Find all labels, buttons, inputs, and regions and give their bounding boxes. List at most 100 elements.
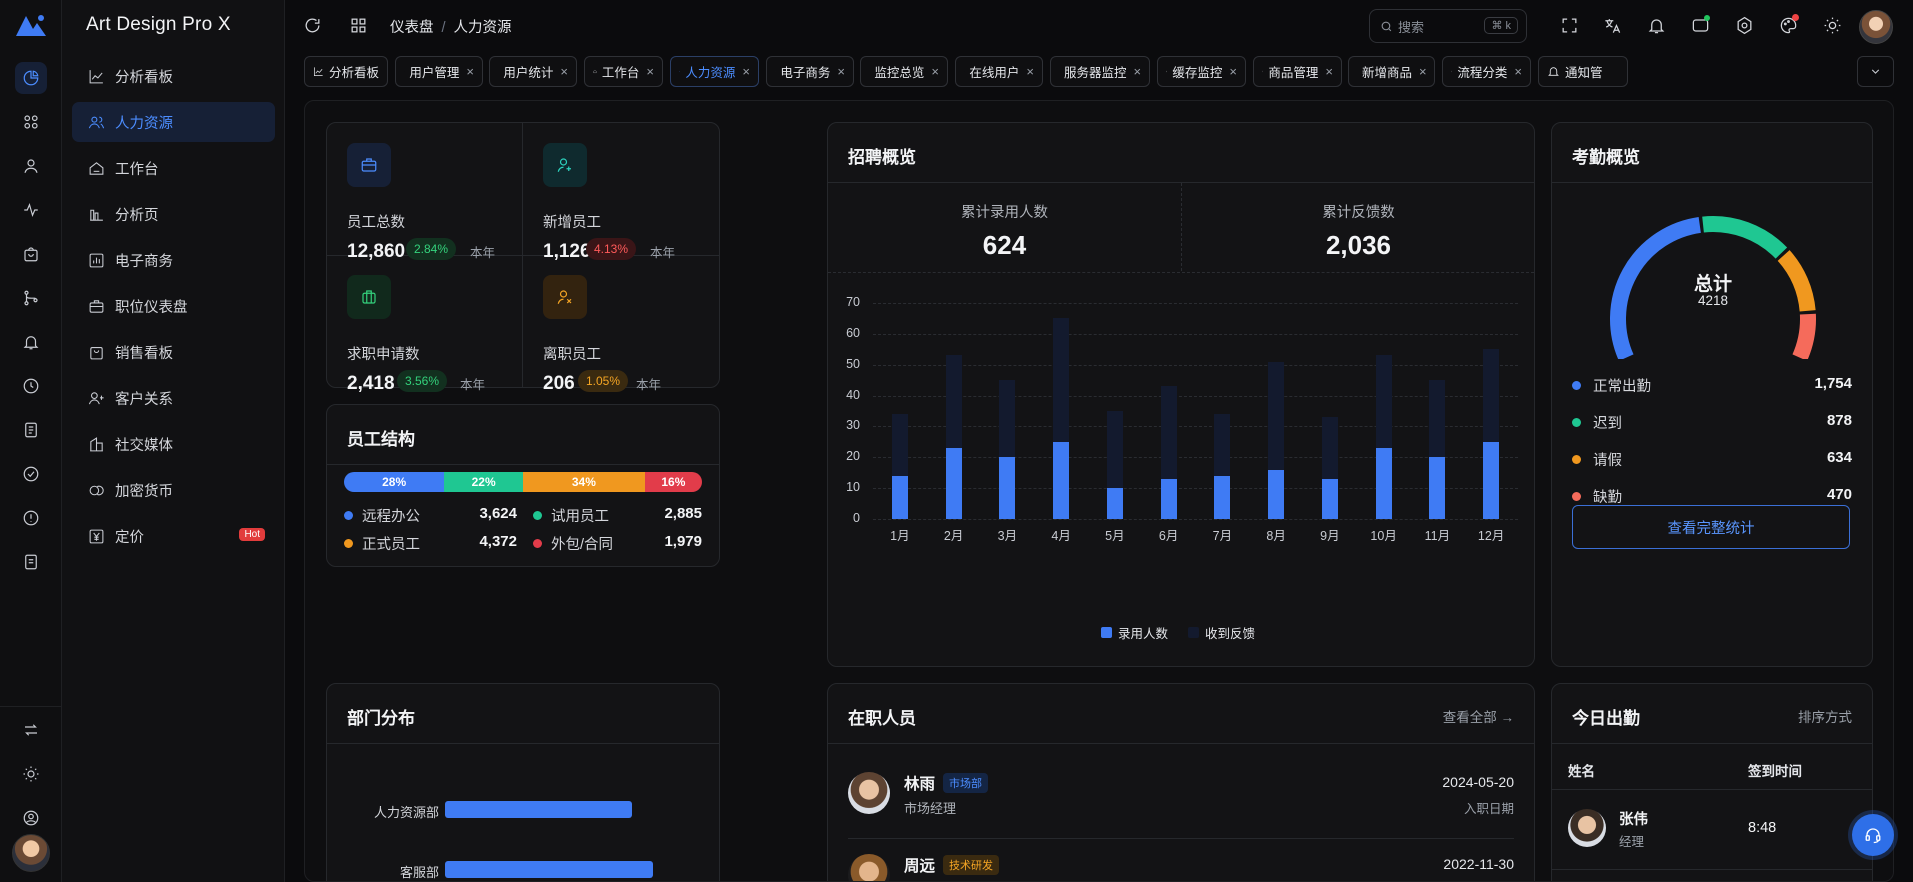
close-icon[interactable]: × bbox=[466, 64, 474, 79]
legend-value: 4,372 bbox=[479, 533, 517, 550]
sort-button[interactable]: 排序方式 bbox=[1798, 710, 1852, 725]
employee-row[interactable]: 林雨 市场部 市场经理 2024-05-20 入职日期 bbox=[848, 764, 1514, 834]
stat-value: 206 bbox=[543, 373, 575, 394]
bag-rail-icon[interactable] bbox=[15, 238, 47, 270]
close-icon[interactable]: × bbox=[1026, 64, 1034, 79]
bell-icon[interactable] bbox=[1645, 14, 1667, 36]
stat-label: 求职申请数 bbox=[347, 347, 420, 363]
sidebar-item-crypto[interactable]: 加密货币 bbox=[72, 470, 275, 510]
sidebar-item-analysis[interactable]: 分析看板 bbox=[72, 56, 275, 96]
close-icon[interactable]: × bbox=[1514, 64, 1522, 79]
sun-rail-icon[interactable] bbox=[15, 758, 47, 790]
tab-analysis[interactable]: 分析看板 bbox=[304, 56, 388, 87]
translate-icon[interactable] bbox=[1601, 14, 1623, 36]
tab-add-product[interactable]: 新增商品 × bbox=[1348, 56, 1435, 87]
logo-icon[interactable] bbox=[14, 12, 48, 38]
gridline bbox=[873, 303, 1518, 304]
stat-label: 员工总数 bbox=[347, 215, 405, 231]
tab-notification[interactable]: 通知管 bbox=[1538, 56, 1628, 87]
tab-ecommerce[interactable]: 电子商务 × bbox=[766, 56, 854, 87]
close-icon[interactable]: × bbox=[837, 64, 845, 79]
search-input[interactable]: 搜索 ⌘ k bbox=[1369, 9, 1527, 43]
theme-sun-icon[interactable] bbox=[1821, 14, 1843, 36]
refresh-icon[interactable] bbox=[301, 14, 323, 36]
tab-user-management[interactable]: 用户管理 × bbox=[395, 56, 483, 87]
apps-rail-icon[interactable] bbox=[15, 106, 47, 138]
view-full-stats-button[interactable]: 查看完整统计 bbox=[1572, 505, 1850, 549]
col-checkin: 签到时间 bbox=[1748, 764, 1802, 779]
close-icon[interactable]: × bbox=[560, 64, 568, 79]
clock-rail-icon[interactable] bbox=[15, 370, 47, 402]
palette-icon[interactable] bbox=[1777, 14, 1799, 36]
git-branch-rail-icon[interactable] bbox=[15, 282, 47, 314]
employee-tag: 市场部 bbox=[943, 773, 988, 793]
tab-product-management[interactable]: 商品管理 × bbox=[1253, 56, 1342, 87]
sidebar-item-hr[interactable]: 人力资源 bbox=[72, 102, 275, 142]
sidebar-item-label: 工作台 bbox=[115, 161, 159, 178]
settings-icon[interactable] bbox=[1733, 14, 1755, 36]
bell-rail-icon[interactable] bbox=[15, 326, 47, 358]
stat-change: 3.56% bbox=[397, 370, 448, 392]
employee-row[interactable]: 周远 技术研发 2022-11-30 bbox=[848, 846, 1514, 881]
user-rail-icon[interactable] bbox=[15, 150, 47, 182]
sidebar-item-sales[interactable]: 销售看板 bbox=[72, 332, 275, 372]
sidebar-item-ecommerce[interactable]: 电子商务 bbox=[72, 240, 275, 280]
sidebar-item-social[interactable]: 社交媒体 bbox=[72, 424, 275, 464]
y-tick-label: 50 bbox=[846, 356, 860, 371]
x-tick-label: 12月 bbox=[1477, 529, 1505, 543]
grid-icon[interactable] bbox=[347, 14, 369, 36]
check-circle-rail-icon[interactable] bbox=[15, 458, 47, 490]
x-tick-label: 8月 bbox=[1266, 529, 1286, 543]
bar-hired bbox=[1429, 457, 1446, 519]
x-tick-label: 7月 bbox=[1212, 529, 1233, 543]
x-tick-label: 4月 bbox=[1051, 529, 1071, 543]
sidebar-item-workbench[interactable]: 工作台 bbox=[72, 148, 275, 188]
user-circle-rail-icon[interactable] bbox=[15, 802, 47, 834]
view-all-link[interactable]: 查看全部 → bbox=[1442, 710, 1514, 725]
close-icon[interactable]: × bbox=[1419, 64, 1427, 79]
structure-bar: 28% 22% 34% 16% bbox=[344, 472, 702, 492]
document-rail-icon[interactable] bbox=[15, 414, 47, 446]
kpi-value: 624 bbox=[982, 230, 1027, 260]
tab-user-stats[interactable]: 用户统计 × bbox=[489, 56, 577, 87]
gridline bbox=[873, 395, 1518, 397]
sidebar-item-job-dashboard[interactable]: 职位仪表盘 bbox=[72, 286, 275, 326]
sidebar-item-pricing[interactable]: 定价 Hot bbox=[72, 516, 275, 556]
rail-avatar[interactable] bbox=[12, 834, 50, 872]
y-tick-label: 70 bbox=[846, 295, 860, 309]
support-fab-button[interactable] bbox=[1852, 814, 1894, 856]
close-icon[interactable]: × bbox=[646, 64, 654, 79]
breadcrumb-item[interactable]: 仪表盘 bbox=[390, 20, 434, 36]
tab-server-monitor[interactable]: 服务器监控 × bbox=[1050, 56, 1150, 87]
alert-rail-icon[interactable] bbox=[15, 502, 47, 534]
sidebar-item-analysis-page[interactable]: 分析页 bbox=[72, 194, 275, 234]
tab-more-button[interactable] bbox=[1857, 56, 1894, 87]
employee-name: 周远 bbox=[904, 858, 936, 875]
recruit-card: 招聘概览 累计录用人数 624 累计反馈数 2,036 0 10 20 30 40 50 60 7… bbox=[827, 122, 1535, 667]
close-icon[interactable]: × bbox=[1229, 64, 1237, 79]
user-avatar[interactable] bbox=[1859, 10, 1893, 44]
tab-online-users[interactable]: 在线用户 × bbox=[955, 56, 1043, 87]
fullscreen-icon[interactable] bbox=[1558, 14, 1580, 36]
stat-label: 离职员工 bbox=[543, 347, 601, 363]
stat-period: 本年 bbox=[636, 378, 662, 392]
close-icon[interactable]: × bbox=[931, 64, 939, 79]
chat-icon[interactable] bbox=[1689, 14, 1711, 36]
gridline bbox=[873, 457, 1518, 459]
close-icon[interactable]: × bbox=[742, 64, 750, 79]
activity-rail-icon[interactable] bbox=[15, 194, 47, 226]
tab-workbench[interactable]: 工作台 × bbox=[584, 56, 663, 87]
search-shortcut: ⌘ k bbox=[1484, 17, 1518, 34]
switch-rail-icon[interactable] bbox=[15, 714, 47, 746]
dashboard-rail-icon[interactable] bbox=[15, 62, 47, 94]
tab-process-category[interactable]: 流程分类 × bbox=[1442, 56, 1531, 87]
close-icon[interactable]: × bbox=[1133, 64, 1142, 79]
attendee-name: 张伟 bbox=[1619, 812, 1648, 828]
tab-cache-monitor[interactable]: 缓存监控 × bbox=[1157, 56, 1246, 87]
sidebar-item-crm[interactable]: 客户关系 bbox=[72, 378, 275, 418]
tab-hr[interactable]: 人力资源 × bbox=[670, 56, 759, 87]
attendance-normal: 正常出勤 bbox=[1572, 375, 1651, 396]
notes-rail-icon[interactable] bbox=[15, 546, 47, 578]
tab-monitor-overview[interactable]: 监控总览 × bbox=[860, 56, 948, 87]
close-icon[interactable]: × bbox=[1325, 64, 1333, 79]
